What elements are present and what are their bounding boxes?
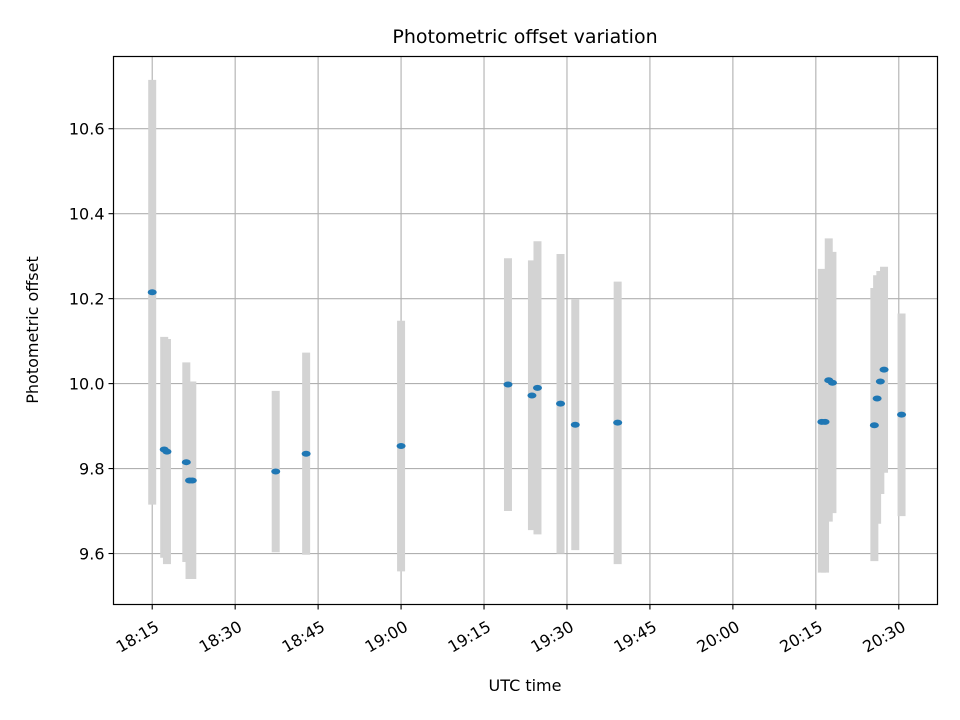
data-point: [872, 395, 882, 402]
data-point: [869, 422, 879, 429]
data-point: [396, 443, 406, 450]
data-point: [897, 411, 907, 418]
data-point: [162, 448, 172, 455]
data-point: [879, 366, 889, 373]
y-tick-label: 9.6: [79, 545, 104, 564]
data-point: [527, 392, 537, 399]
data-point: [271, 468, 281, 475]
chart-title: Photometric offset variation: [392, 26, 657, 48]
data-point: [827, 379, 837, 386]
y-tick-label: 10.4: [69, 205, 105, 224]
y-axis-label: Photometric offset: [23, 256, 42, 404]
data-point: [147, 289, 157, 296]
plot-frame: [112, 55, 939, 606]
data-point: [556, 400, 566, 407]
data-point: [301, 450, 311, 457]
x-axis-label: UTC time: [489, 676, 562, 695]
y-tick-label: 10.0: [69, 375, 105, 394]
y-tick-label: 10.6: [69, 120, 105, 139]
point-layer: [147, 289, 907, 484]
y-tick-label: 10.2: [69, 290, 105, 309]
data-point: [187, 477, 197, 484]
data-point: [875, 378, 885, 385]
data-point: [181, 459, 191, 466]
y-tick-label: 9.8: [79, 460, 104, 479]
data-point: [613, 419, 623, 426]
y-axis: 9.6 9.8 10.0 10.2 10.4 10.6: [69, 120, 114, 564]
data-point: [503, 381, 513, 388]
data-point: [820, 418, 830, 425]
data-point: [532, 384, 542, 391]
data-point: [570, 421, 580, 428]
